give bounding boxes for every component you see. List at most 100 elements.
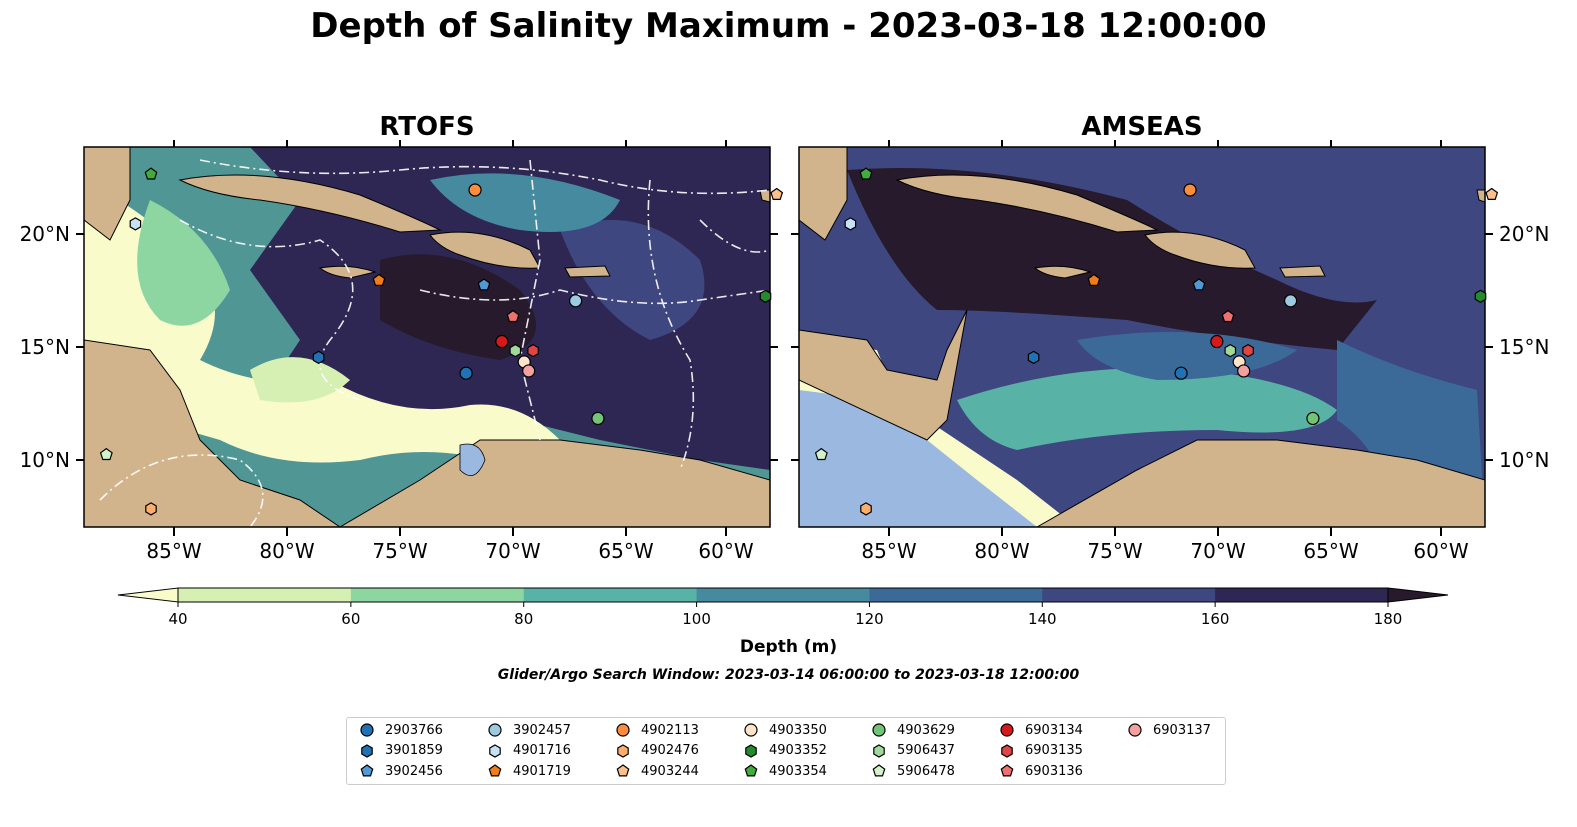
pentagon-marker-icon [488,764,502,777]
legend-label: 5906478 [897,763,955,779]
lon-tick-label: 75°W [1087,539,1142,563]
float-marker-6903135 [1242,343,1254,358]
legend-label: 3901859 [385,743,443,758]
legend-item: 5906478 [871,761,955,781]
lat-tick-label: 10°N [20,448,70,472]
legend-item: 4903629 [871,720,955,740]
pentagon-marker-icon [360,764,374,777]
float-marker-4901716 [844,217,857,231]
float-marker-4901719 [372,273,386,286]
legend-label: 6903135 [1025,743,1083,758]
float-marker-4903352 [1474,289,1487,303]
legend-item: 4903350 [743,720,827,740]
float-marker-4902476 [860,502,872,516]
legend-item: 3902456 [359,761,443,781]
legend-item: 3901859 [359,741,443,761]
legend-item: 4903352 [743,741,827,761]
float-marker-4903244 [770,187,784,201]
float-marker-6903134 [1210,334,1224,349]
float-marker-6903135 [527,343,539,358]
colorbar: 40 60 80 100 120 140 160 180 [117,587,1449,628]
lat-tick-label: 20°N [1499,222,1549,246]
float-marker-5906437 [509,343,522,358]
float-marker-4901716 [129,217,142,231]
legend-item: 6903135 [999,741,1083,761]
colorbar-tick-label: 40 [168,610,187,628]
panel-title-amseas: AMSEAS [1081,112,1203,142]
lon-tick-label: 80°W [974,539,1029,563]
circle-marker-icon [1128,723,1142,737]
float-marker-4902113 [1183,183,1197,197]
legend-item: 5906437 [871,741,955,761]
legend-label: 4903629 [897,722,955,738]
legend-item: 4902476 [615,741,699,761]
circle-marker-icon [616,723,630,737]
colorbar-tick-label: 120 [855,610,884,628]
colorbar-segment [1215,588,1389,602]
hexagon-marker-icon [617,743,629,758]
colorbar-segment [869,588,1043,602]
legend-label: 2903766 [385,722,443,738]
panel-title-rtofs: RTOFS [379,112,475,142]
colorbar-tick-label: 100 [682,610,711,628]
colorbar-tick-label: 80 [514,610,533,628]
hexagon-marker-icon [489,743,501,758]
lon-tick-label: 80°W [259,539,314,563]
legend-item: 4902113 [615,720,699,740]
legend-label: 5906437 [897,743,955,758]
float-marker-6903137 [1237,364,1251,378]
legend-label: 4903354 [769,763,827,779]
legend-item: 6903134 [999,720,1083,740]
legend-item: 4901719 [487,761,571,781]
colorbar-segment [350,588,525,602]
colorbar-extend-high [1387,587,1449,603]
legend-label: 3902457 [513,722,571,738]
float-marker-2903766 [1174,366,1188,380]
float-marker-3901859 [1027,350,1040,365]
colorbar-tick-label: 160 [1201,610,1230,628]
float-marker-6903136 [1221,309,1235,323]
float-markers-rtofs [99,167,784,516]
hexagon-marker-icon [745,743,757,758]
legend-item: 4901716 [487,741,571,761]
float-marker-5906437 [1224,343,1237,358]
colorbar-segment [696,588,870,602]
legend-item: 2903766 [359,720,443,740]
float-marker-6903134 [495,334,509,349]
float-marker-3902456 [477,278,491,291]
legend-label: 4901719 [513,763,571,779]
hexagon-marker-icon [873,743,885,758]
colorbar-segment [523,588,698,602]
legend-label: 3902456 [385,763,443,779]
colorbar-extend-low [117,587,179,603]
lon-tick-label: 65°W [598,539,653,563]
pentagon-marker-icon [616,764,630,777]
lon-tick-label: 60°W [1413,539,1468,563]
float-marker-4903354 [859,167,873,180]
float-marker-4902113 [468,183,482,197]
legend-item: 6903137 [1127,720,1211,740]
float-marker-5906478 [814,447,828,461]
legend-item: 3902457 [487,720,571,740]
hexagon-marker-icon [1001,743,1013,758]
float-marker-6903137 [522,364,536,378]
float-marker-3902456 [1192,278,1206,291]
legend-label: 4903244 [641,763,699,779]
legend-label: 6903136 [1025,763,1083,779]
circle-marker-icon [360,723,374,737]
legend-label: 4903352 [769,743,827,758]
hexagon-marker-icon [361,743,373,758]
lat-tick-label: 15°N [1499,335,1549,359]
float-marker-4902476 [145,502,157,516]
legend-item: 4903244 [615,761,699,781]
lon-tick-label: 75°W [372,539,427,563]
float-marker-2903766 [459,366,473,380]
float-marker-4903354 [144,167,158,180]
colorbar-segment [178,588,352,602]
lat-tick-label: 15°N [20,335,70,359]
legend-label: 4901716 [513,743,571,758]
map-panel-amseas: 85°W 80°W 75°W 70°W 65°W 60°W 20°N 15°N … [791,140,1549,563]
colorbar-tick-label: 60 [341,610,360,628]
float-marker-3902457 [1283,294,1298,308]
float-markers-amseas [814,167,1499,516]
